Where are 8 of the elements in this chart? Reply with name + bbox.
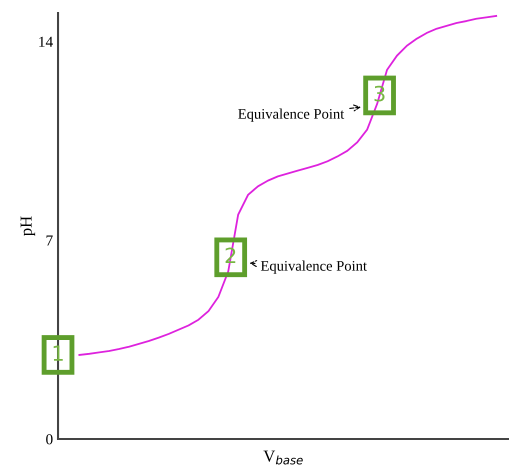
y-axis-title: pH — [20, 216, 36, 236]
annotation: Equivalence Point — [238, 108, 344, 122]
y-tick-label: 0 — [46, 434, 53, 444]
y-tick-label: 14 — [39, 36, 53, 47]
annotation: Equivalence Point — [260, 260, 367, 274]
x-axis-title: V$_{base}$ — [263, 450, 303, 464]
line-series — [78, 15, 498, 356]
y-tick-label: 7 — [46, 236, 53, 246]
